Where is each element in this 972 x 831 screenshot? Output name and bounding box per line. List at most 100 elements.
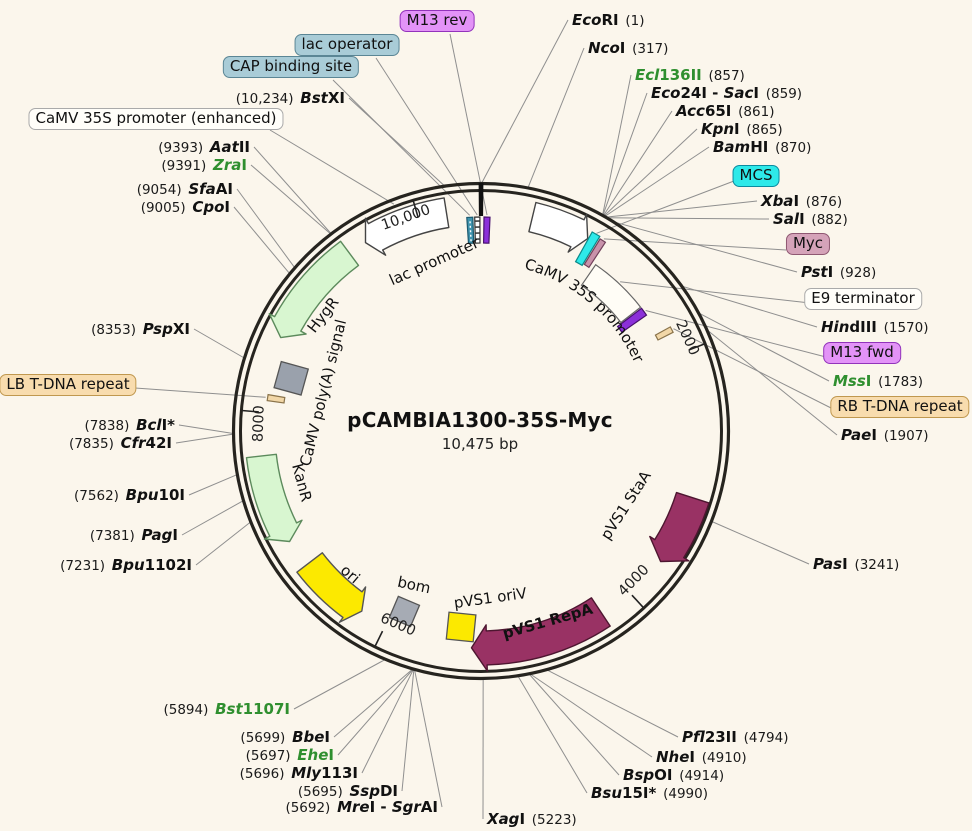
leader-bstxi (348, 97, 446, 187)
site-name: Pae (841, 426, 871, 444)
leader-paei (705, 328, 838, 436)
site-name: Sfa (188, 180, 215, 198)
site-position: (5696) (240, 766, 292, 782)
leader-lac-operator (375, 57, 478, 216)
site-name: Aat (209, 138, 240, 156)
leader-bpu1102i (195, 521, 252, 566)
site-name: 24I - (680, 84, 723, 102)
site-label-sfaai: (9054) SfaAI (137, 180, 233, 198)
feature-tag-cap-binding-site: CAP binding site (222, 56, 360, 78)
leader-mssi (697, 311, 830, 382)
leader-ecori (480, 19, 569, 185)
site-position: (3241) (848, 557, 900, 573)
site-label-pasi: PasI (3241) (813, 555, 899, 573)
site-name: I (793, 192, 799, 210)
site-position: (5692) (285, 800, 337, 816)
plasmid-size: 10,475 bp (441, 435, 519, 453)
feature-camv-poly-a-signal (273, 360, 310, 396)
leader-bpu10i (188, 473, 239, 496)
site-name: Bam (713, 138, 750, 156)
leader-nhei (528, 672, 653, 758)
site-name: 42I (146, 434, 172, 452)
leader-bspoi (528, 673, 620, 776)
feature-myc-tag-block (583, 238, 607, 269)
feature-tag-lb-t-dna-repeat: LB T-DNA repeat (0, 374, 137, 396)
leader-cfr42i (175, 433, 235, 444)
site-name: dIII (849, 318, 876, 336)
site-position: (10,234) (236, 91, 301, 107)
site-name: 113I (321, 764, 358, 782)
site-label-pfl23ii: Pfl23II (4794) (682, 728, 789, 746)
feature-camv-poly-a-signal-rect (273, 360, 310, 396)
feature-pvs1-repa (470, 597, 611, 672)
site-name: Eco (572, 11, 601, 29)
leader-mly113i (361, 668, 415, 774)
plasmid-name: pCAMBIA1300-35S-Myc (347, 408, 613, 432)
site-position: (4990) (656, 786, 708, 802)
leader-sspdi (401, 668, 415, 792)
site-name: Kpn (701, 120, 734, 138)
site-name: DI (380, 782, 398, 800)
site-name: RI (601, 11, 618, 29)
site-label-ecori: EcoRI (1) (572, 11, 644, 29)
tick-2000 (688, 343, 705, 351)
site-position: (857) (702, 68, 745, 84)
site-name: I* (162, 416, 176, 434)
site-name: Bst (300, 89, 328, 107)
site-position: (5894) (163, 702, 215, 718)
site-label-aatii: (9393) AatII (158, 138, 250, 156)
site-name: Zra (212, 156, 241, 174)
site-name: I (753, 84, 759, 102)
leader-sali (605, 217, 770, 220)
feature-label-bom: bom (396, 573, 432, 598)
site-name: Sgr (392, 798, 423, 816)
site-position: (7562) (74, 488, 126, 504)
site-name: Bsu (591, 784, 622, 802)
leader-pagi (181, 499, 245, 536)
site-position: (9005) (141, 200, 193, 216)
leader-aatii (253, 146, 333, 235)
site-name: Ehe (297, 746, 328, 764)
leader-xbai (604, 200, 758, 218)
site-position: (876) (799, 194, 842, 210)
site-name: Bcl (136, 416, 162, 434)
site-label-ncoi: NcoI (317) (588, 39, 668, 57)
site-name: Bpu (112, 556, 145, 574)
leader-kpni (603, 128, 698, 217)
site-label-sali: SalI (882) (773, 210, 848, 228)
site-name: I (842, 555, 848, 573)
site-name: AI (216, 180, 233, 198)
leader-bst1107i (293, 658, 387, 710)
plasmid-title-block: pCAMBIA1300-35S-Myc 10,475 bp (347, 408, 613, 453)
site-name: I (799, 210, 805, 228)
site-label-hindiii: HindIII (1570) (821, 318, 929, 336)
site-label-paei: PaeI (1907) (841, 426, 929, 444)
site-position: (9393) (158, 140, 210, 156)
site-label-sspdi: (5695) SspDI (298, 782, 398, 800)
site-name: Acc (675, 102, 705, 120)
site-position: (7381) (90, 528, 142, 544)
site-position: (5223) (525, 812, 577, 828)
leader-bcli (178, 424, 235, 435)
site-label-xagi: XagI (5223) (486, 810, 577, 828)
feature-pvs1-oriv (445, 611, 477, 643)
site-label-cfr42i: (7835) Cfr42I (69, 434, 172, 452)
leader-pfl23ii (545, 668, 679, 738)
feature-label-pvs1-oriv: pVS1 oriV (453, 584, 529, 612)
feature-tag-lac-operator: lac operator (294, 34, 400, 56)
site-name: 1102I (145, 556, 192, 574)
features-layer (245, 182, 710, 672)
site-name: Xba (760, 192, 793, 210)
site-position: (1783) (871, 374, 923, 390)
site-position: (5695) (298, 784, 350, 800)
site-label-pspxi: (8353) PspXI (91, 320, 190, 338)
site-label-xbai: XbaI (876) (760, 192, 842, 210)
feature-label-pvs1-staa: pVS1 StaA (597, 467, 655, 543)
site-name: Bsp (623, 766, 654, 784)
feature-lb-t-dna-repeat-block (266, 393, 286, 404)
feature-bom-rect (388, 595, 421, 628)
feature-position-1-marker (478, 182, 484, 216)
leader-myc (603, 238, 787, 251)
site-label-bbei: (5699) BbeI (240, 728, 330, 746)
site-name: XI (173, 320, 190, 338)
